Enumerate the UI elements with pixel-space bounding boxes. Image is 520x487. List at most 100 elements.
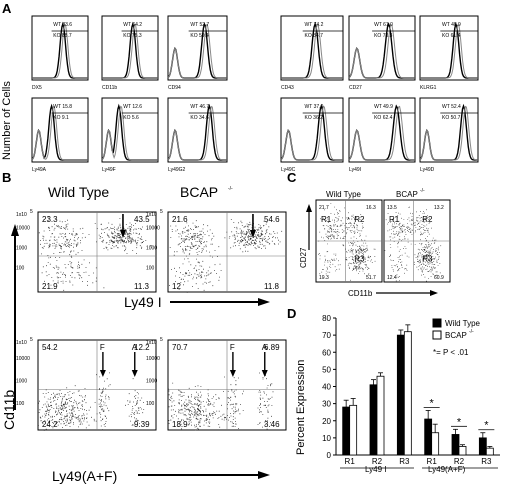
y-tick-label: 20 [322,417,331,426]
histogram-ko-curve [102,23,158,79]
arrow-down-icon-head [229,370,236,377]
histogram-grid: WT 83.6 KO 88.7 DX5 WT 64.2 KO 75.3 CD11b WT 5… [31,15,479,173]
quadrant-ll: 18.9 [172,420,188,429]
panel-b-y-label: Cd11b [1,390,17,430]
histogram-wt-value: WT 48.9 [442,22,461,28]
quadrant-ur: 54.6 [264,215,280,224]
quadrant-lr: 11.3 [134,282,150,291]
histogram-frame [280,97,344,163]
panel-letter-b: B [2,170,11,185]
histogram-marker-label: KLRG1 [420,85,437,91]
tick-label-exp: 5 [30,337,33,343]
histogram-ko-curve [419,105,478,161]
quadrant-ur: 6.89 [264,343,280,352]
tick-label-max: 1x10 [16,212,27,218]
significance-note: *= P < .01 [433,348,469,357]
histogram-ko-value: KO 84.7 [305,33,324,39]
panel-b-x-label-top: Ly49 I [124,294,162,310]
quadrant-lr: 9.39 [134,420,150,429]
histogram-marker-label: Ly49D [420,167,435,173]
histogram-ly49i: WT 49.9 KO 62.4 Ly49I [348,97,416,173]
histogram-ko-value: KO 59.4 [190,33,209,39]
histogram-frame [31,15,89,81]
quadrant-ur: 43.5 [134,215,150,224]
gate-letter: F [100,343,105,352]
histogram-ko-value: KO 34.6 [190,115,209,121]
histogram-wt-value: WT 52.4 [442,104,461,110]
histogram-cd27: WT 61.0 KO 73.3 CD27 [348,15,416,91]
region-label-r3: R3 [422,255,433,264]
region-label-r1: R1 [321,215,332,224]
histogram-ko-curve [101,105,158,161]
panel-c-ll-value: 12.4 [387,275,397,281]
tick-label-max: 1x10 [146,212,157,218]
histogram-ly49c: WT 37.9 KO 36.2 Ly49C [280,97,344,173]
histogram-ko-value: KO 75.3 [123,33,142,39]
arrow-down-icon-head [261,370,268,377]
legend-label-ko: BCAP [445,331,467,340]
histogram-frame [280,15,344,81]
histogram-ko-value: KO 61.4 [442,33,461,39]
panel-letter-c: C [287,170,297,185]
histogram-marker-label: CD27 [349,85,362,91]
quadrant-ur: 12.2 [134,343,150,352]
x-tick-label: R1 [345,457,356,466]
quadrant-ul: 21.6 [172,215,188,224]
histogram-ko-value: KO 5.6 [123,115,139,121]
ly49i-arrow-head [258,298,270,306]
quadrant-ll: 12 [172,282,181,291]
dotplot-1: 21.6 54.6 12 11.8 1x10 5 10000 1000 100 [146,209,287,293]
histogram-ko-curve [420,23,478,79]
quadrant-ll: 21.9 [42,282,58,291]
tick-label: 10000 [16,226,30,232]
bar [431,432,440,456]
quadrant-lr: 11.8 [264,282,280,291]
dotplot-events [38,216,152,291]
panel-b-title-wt: Wild Type [48,184,109,200]
y-tick-label: 50 [322,365,331,374]
tick-label: 100 [16,401,25,407]
histogram-wt-value: WT 12.6 [123,104,142,110]
arrow-down-icon-head [119,230,126,238]
legend-superscript: -/- [469,329,474,335]
panel-c-r1-value: 21.7 [319,205,329,211]
region-label-r1: R1 [389,215,400,224]
tick-label: 1000 [16,246,27,252]
tick-label-exp: 5 [160,337,163,343]
tick-label-max: 1x10 [146,340,157,346]
histogram-ko-curve [167,105,227,161]
tick-label: 1000 [16,378,27,384]
panel-c-plot-1: 13.5 13.2 12.4 60.9 R1 R2 R3 [383,199,451,283]
panel-c-title-wt: Wild Type [326,190,362,199]
histogram-wt-value: WT 64.2 [123,22,142,28]
panel-c-r2-value: 16.3 [366,205,376,211]
panel-c-title-ko: BCAP [396,190,418,199]
bar [458,446,467,456]
histogram-marker-label: CD11b [102,85,117,91]
histogram-frame [167,97,228,163]
panel-c-ll-value: 10.3 [319,275,329,281]
tick-label: 10000 [146,226,160,232]
histogram-ko-value: KO 9.1 [53,115,69,121]
panel-c-y-label: CD27 [299,247,308,268]
significance-star: * [430,397,435,409]
tick-label: 10000 [146,356,160,362]
panel-b-title-ko: BCAP [180,184,218,200]
histogram-wt-value: WT 37.9 [305,104,324,110]
histogram-dx5: WT 83.6 KO 88.7 DX5 [31,15,89,91]
quadrant-ul: 54.2 [42,343,58,352]
panel-c-plots: 21.7 16.3 10.3 51.7 R1 R2 R3 13.5 13.2 12.4 60.9 R1… [315,199,451,283]
y-tick-label: 60 [322,348,331,357]
y-tick-label: 70 [322,331,331,340]
bar [451,434,460,456]
histogram-marker-label: Ly49I [349,167,361,173]
cd11b-arrow-head [11,224,19,236]
histogram-ko-curve [280,105,343,161]
histogram-ko-value: KO 36.2 [305,115,324,121]
panel-d: Percent Expression 0 10 20 30 40 50 60 70 80 R1 R2… [295,314,500,474]
histogram-frame [101,15,159,81]
y-tick-label: 0 [327,451,332,460]
histogram-marker-label: DX5 [32,85,42,91]
